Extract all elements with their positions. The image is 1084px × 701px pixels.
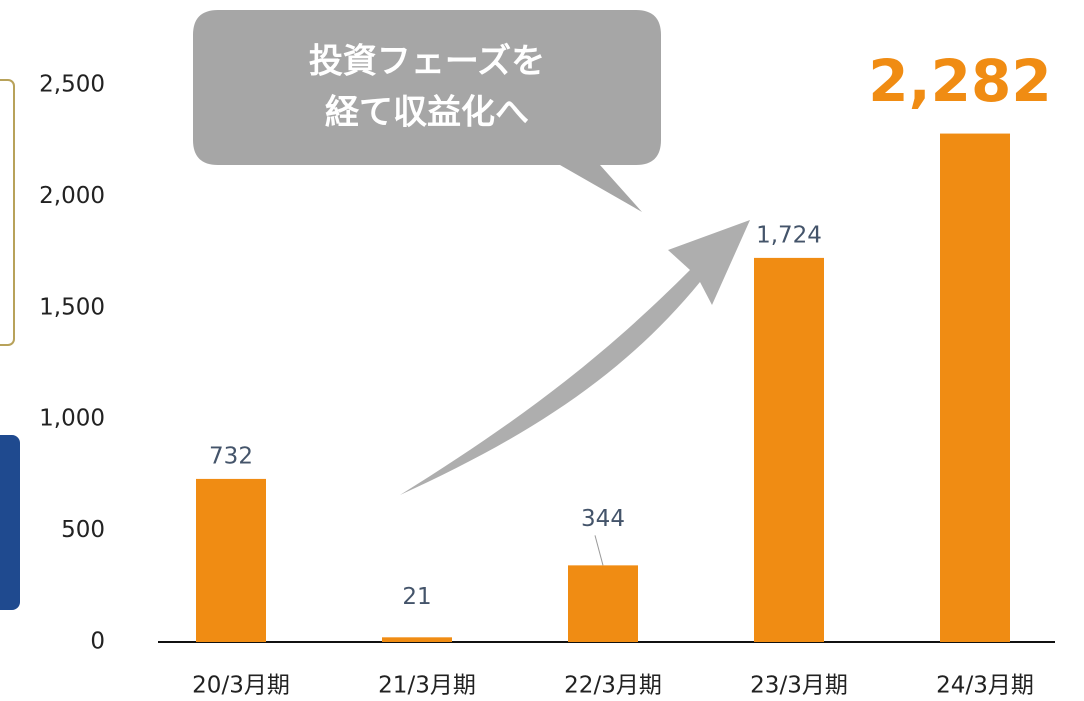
y-tick-label: 2,500 bbox=[39, 72, 105, 98]
y-tick-label: 500 bbox=[61, 517, 105, 543]
bar bbox=[754, 257, 824, 642]
side-panel bbox=[0, 435, 20, 610]
leader-line bbox=[594, 535, 604, 566]
value-label: 1,724 bbox=[756, 222, 822, 248]
x-tick-label: 20/3月期 bbox=[192, 673, 290, 699]
x-tick-label: 22/3月期 bbox=[564, 673, 662, 699]
value-label: 2,282 bbox=[868, 47, 1051, 115]
callout-text: 投資フェーズを bbox=[309, 42, 545, 82]
x-tick-label: 24/3月期 bbox=[936, 673, 1034, 699]
x-tick-label: 23/3月期 bbox=[750, 673, 848, 699]
bar bbox=[382, 637, 452, 642]
growth-arrow bbox=[400, 220, 750, 495]
y-tick-label: 1,000 bbox=[39, 406, 105, 432]
y-tick-label: 0 bbox=[90, 629, 105, 655]
bar bbox=[196, 478, 266, 642]
side-panel bbox=[0, 79, 15, 346]
y-tick-label: 1,500 bbox=[39, 294, 105, 320]
callout-box bbox=[193, 10, 661, 212]
bar bbox=[940, 133, 1010, 642]
value-label: 21 bbox=[402, 584, 431, 610]
value-label: 344 bbox=[581, 506, 625, 532]
bar bbox=[568, 565, 638, 642]
x-tick-label: 21/3月期 bbox=[378, 673, 476, 699]
callout-text: 経て収益化へ bbox=[325, 93, 529, 133]
y-tick-label: 2,000 bbox=[39, 183, 105, 209]
value-label: 732 bbox=[209, 443, 253, 469]
